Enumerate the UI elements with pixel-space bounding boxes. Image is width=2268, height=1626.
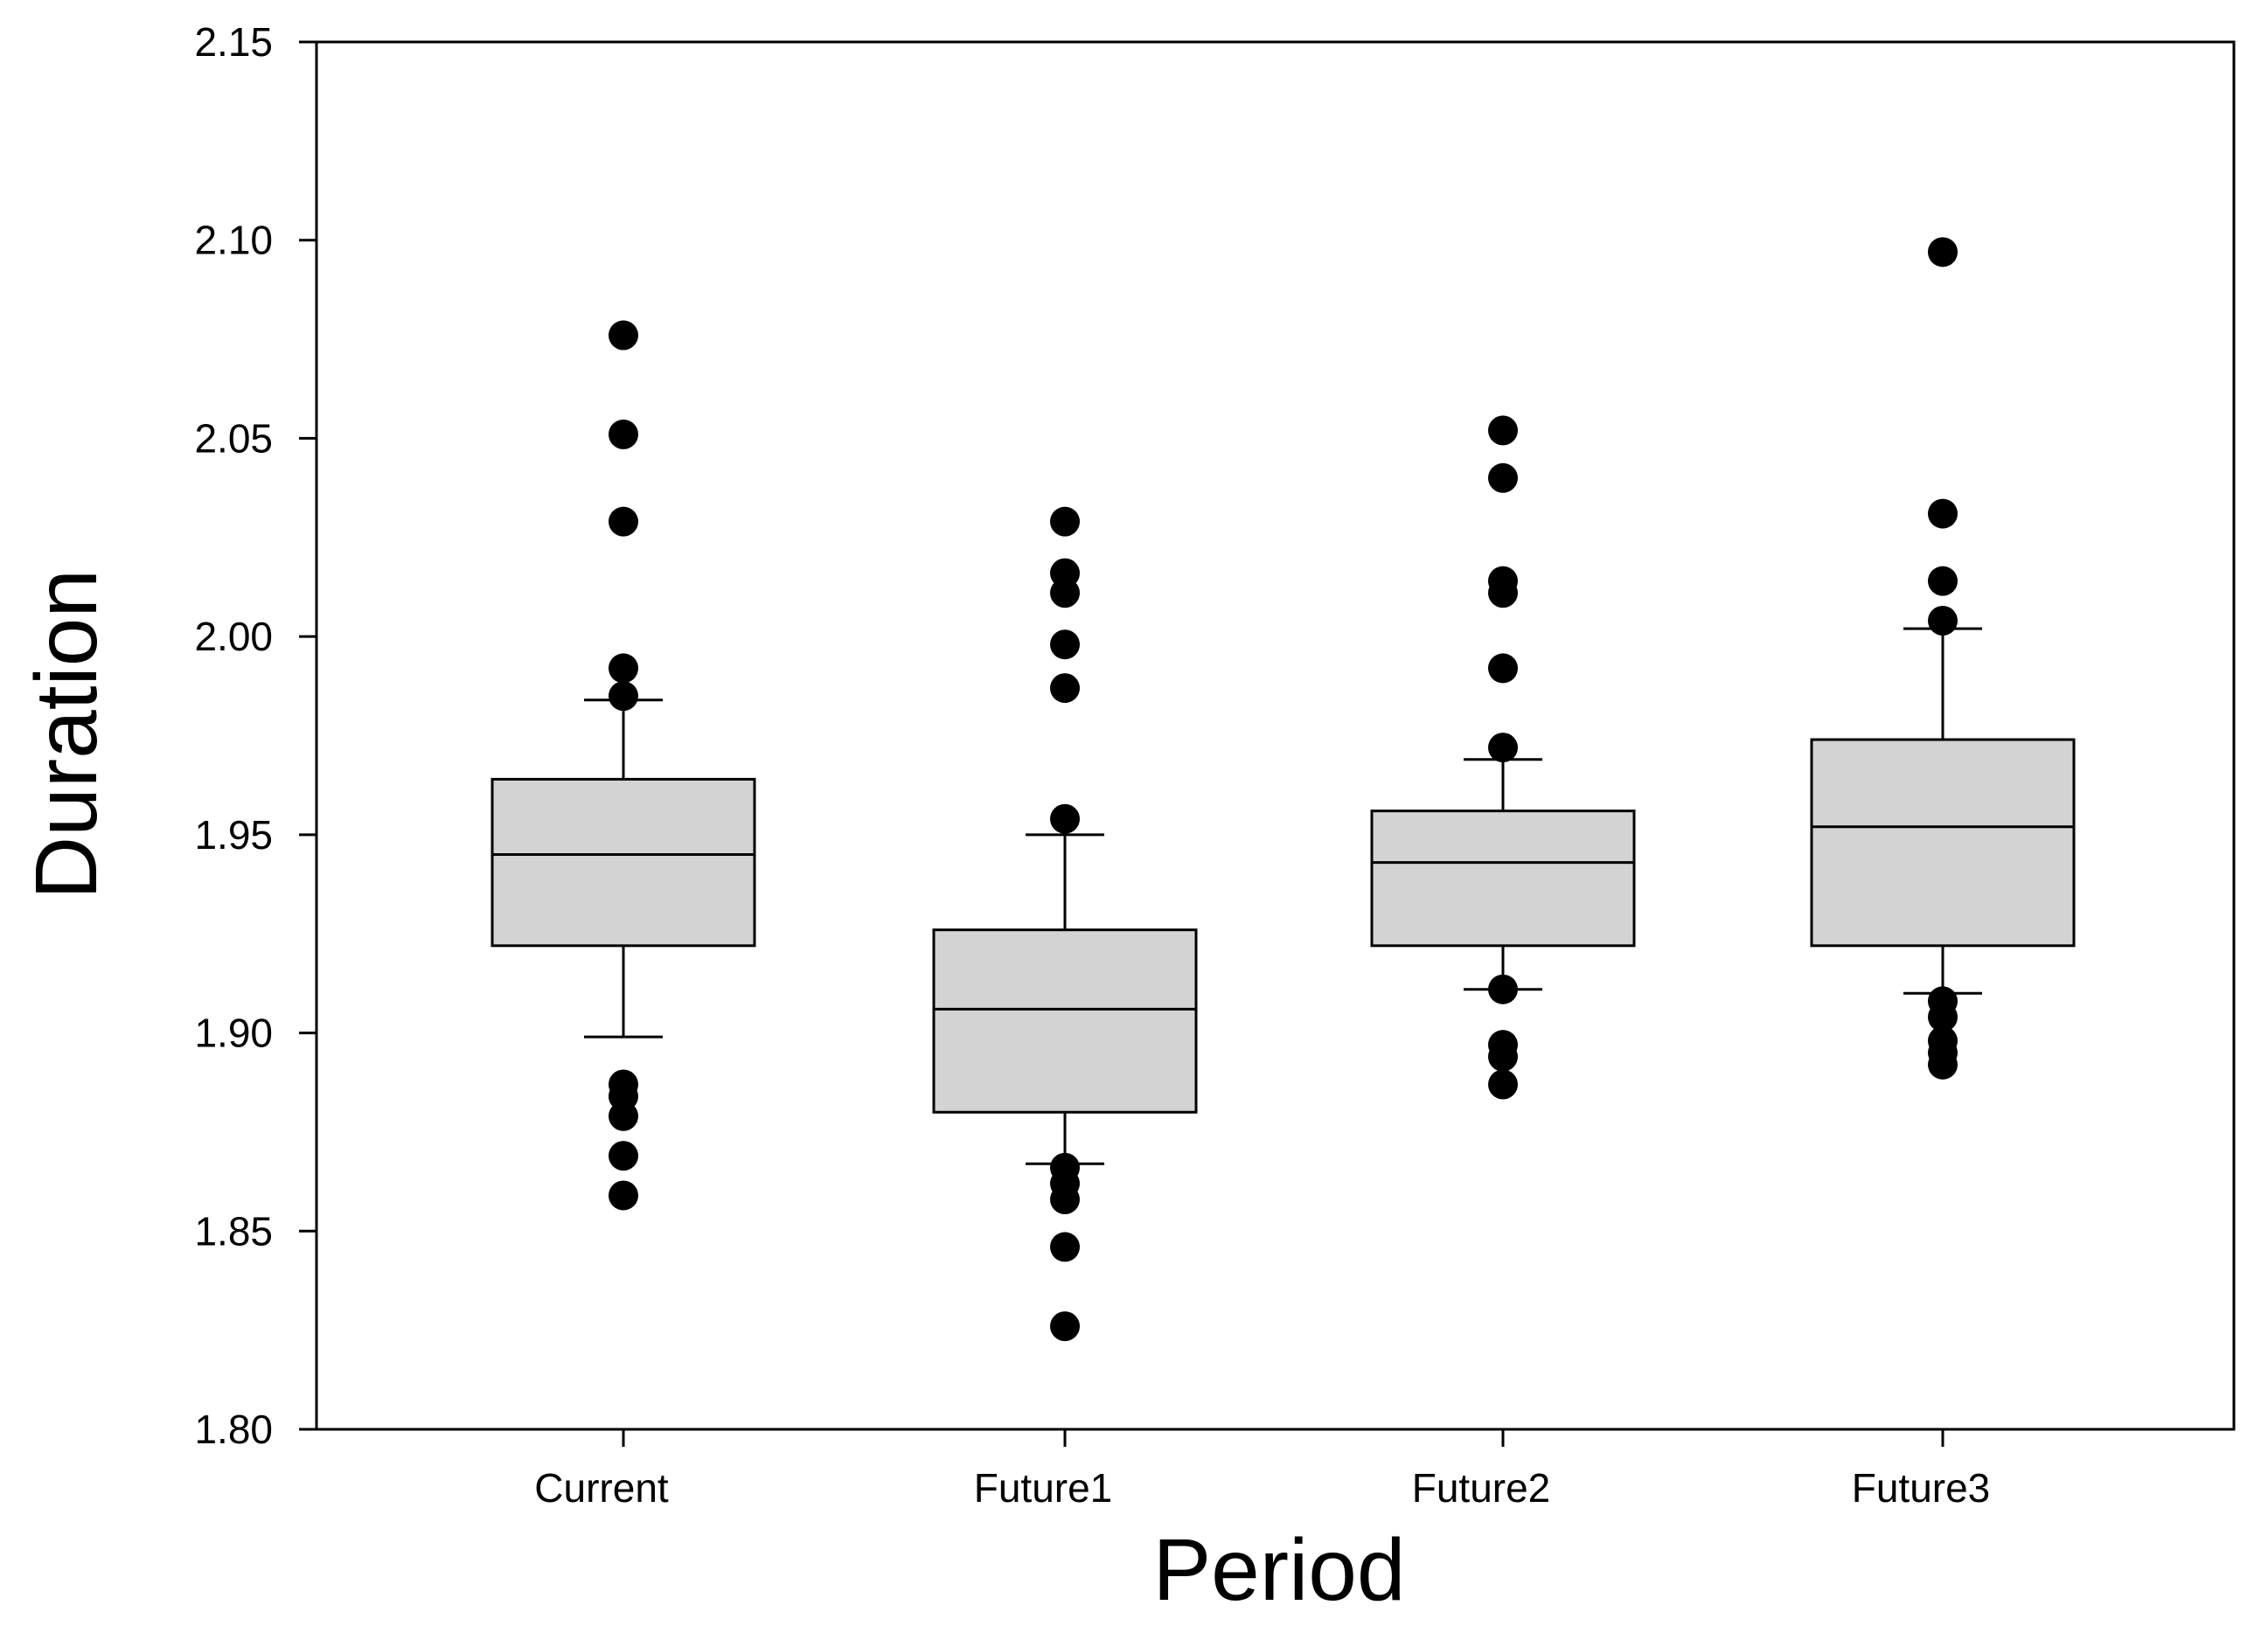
outlier-point [1488,733,1518,763]
outlier-point [1928,237,1958,268]
x-tick-label: Current [534,1465,669,1511]
outlier-point [1928,498,1958,529]
outlier-point [1488,462,1518,493]
outlier-point [1050,803,1080,834]
y-tick-label: 2.15 [194,19,273,65]
outlier-point [609,1101,638,1131]
outlier-point [1050,578,1080,608]
outlier-point [1488,578,1518,608]
y-axis: 1.80 1.85 1.90 1.95 2.00 2.05 2.10 2.15 [194,19,317,1452]
box-future1 [932,506,1198,1342]
iqr-box [932,928,1198,1114]
y-tick-label: 1.80 [194,1407,273,1452]
x-axis-title: Period [1152,1521,1405,1619]
outlier-point [609,1180,638,1211]
outlier-point [609,1141,638,1171]
outlier-point [609,681,638,712]
y-tick-label: 1.90 [194,1011,273,1056]
box-future2 [1370,415,1636,1100]
outlier-point [1928,566,1958,596]
y-tick-label: 2.00 [194,614,273,659]
y-tick-label: 1.95 [194,812,273,858]
x-tick-label: Future1 [974,1465,1113,1511]
outlier-point [609,320,638,351]
outlier-point [1050,1232,1080,1262]
outlier-point [1488,974,1518,1004]
outlier-point [1488,1041,1518,1072]
outlier-point [1488,1069,1518,1100]
y-axis-title: Duration [17,569,115,900]
box-series-group [490,237,2076,1342]
outlier-point [609,419,638,449]
outlier-point [609,506,638,537]
box-current [490,320,756,1211]
y-tick-label: 1.85 [194,1208,273,1254]
outlier-point [1928,1002,1958,1032]
outlier-point [1050,506,1080,537]
iqr-box [490,777,756,948]
outlier-point [1050,1311,1080,1342]
x-tick-label: Future2 [1412,1465,1551,1511]
outlier-point [1050,673,1080,704]
iqr-box [1370,810,1636,948]
outlier-point [1488,415,1518,446]
outlier-point [1050,629,1080,660]
outlier-point [609,653,638,684]
plot-frame [315,40,2236,1431]
outlier-point [1488,653,1518,684]
outlier-point [1928,1049,1958,1080]
iqr-box [1810,738,2076,948]
y-tick-label: 2.10 [194,218,273,263]
y-tick-label: 2.05 [194,415,273,461]
outlier-point [1928,606,1958,636]
x-tick-label: Future3 [1852,1465,1991,1511]
box-future3 [1810,237,2076,1080]
x-axis: Current Future1 Future2 Future3 [534,1429,1990,1511]
outlier-point [1050,1185,1080,1215]
